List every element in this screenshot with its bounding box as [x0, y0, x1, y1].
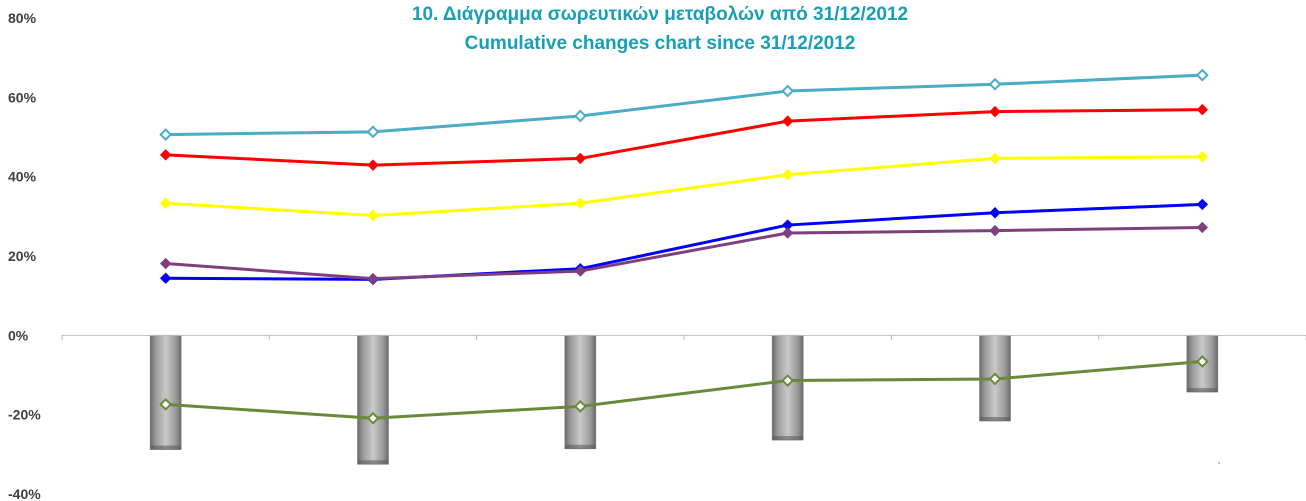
series-point: [159, 272, 172, 284]
series-point: [989, 152, 1001, 165]
series-point: [366, 125, 380, 139]
series-point: [159, 197, 172, 209]
series-point: [574, 152, 587, 165]
bar: [357, 335, 389, 465]
y-tick-label: 0%: [8, 327, 29, 343]
series-point: [1196, 103, 1209, 116]
y-tick-label: -40%: [8, 486, 41, 501]
series-point: [1196, 198, 1209, 211]
series-point: [781, 115, 794, 127]
bar-base-shade: [358, 460, 388, 465]
stray-dot: [1217, 461, 1221, 465]
y-tick-label: 40%: [8, 169, 37, 185]
series-point: [367, 209, 379, 222]
bar: [564, 335, 597, 450]
bar-base-shade: [1187, 388, 1218, 393]
series-point: [781, 374, 795, 387]
series-point: [781, 84, 795, 98]
series-point: [573, 399, 587, 413]
series-point: [159, 128, 173, 142]
series-line: [165, 360, 1203, 420]
bar: [149, 335, 182, 450]
series-lines-layer: [159, 68, 1209, 425]
y-tick-label: 20%: [8, 248, 37, 264]
series-point: [989, 105, 1001, 118]
bar-base-shade: [772, 436, 803, 441]
series-point: [159, 397, 173, 411]
y-axis-tick-labels: 80% 60% 40% 20% 0% -20% -40%: [8, 10, 41, 501]
series-line: [165, 155, 1203, 218]
series-point: [159, 149, 172, 161]
series-line: [165, 73, 1203, 137]
series-point: [159, 257, 172, 270]
series-point: [989, 207, 1001, 219]
series-point: [574, 197, 587, 209]
series-point: [574, 265, 587, 277]
series-point: [1195, 68, 1209, 82]
series-point: [1196, 151, 1209, 163]
series-point: [367, 272, 379, 285]
series-point: [366, 411, 380, 425]
series-point: [1196, 221, 1209, 234]
series-line: [165, 225, 1203, 281]
y-tick-label: -20%: [8, 407, 41, 423]
x-axis-ticks: [61, 335, 1306, 341]
series-point: [988, 77, 1002, 91]
chart-title: 10. Διάγραμμα σωρευτικών μεταβολών από 3…: [412, 4, 908, 25]
series-point: [781, 168, 794, 181]
series-point: [367, 159, 379, 171]
bar-base-shade: [150, 445, 181, 450]
bars-layer: [149, 335, 1219, 465]
bar-base-shade: [980, 417, 1010, 422]
bar-base-shade: [565, 444, 596, 449]
series-point: [988, 372, 1002, 386]
series-point: [1195, 355, 1209, 368]
series-point: [781, 227, 794, 239]
series-line: [165, 108, 1203, 167]
chart-subtitle: Cumulative changes chart since 31/12/201…: [465, 33, 856, 54]
series-point: [989, 224, 1001, 237]
series-line: [165, 202, 1203, 281]
y-tick-label: 80%: [8, 10, 37, 26]
y-tick-label: 60%: [8, 89, 37, 105]
series-point: [573, 109, 587, 123]
bar: [771, 335, 804, 441]
